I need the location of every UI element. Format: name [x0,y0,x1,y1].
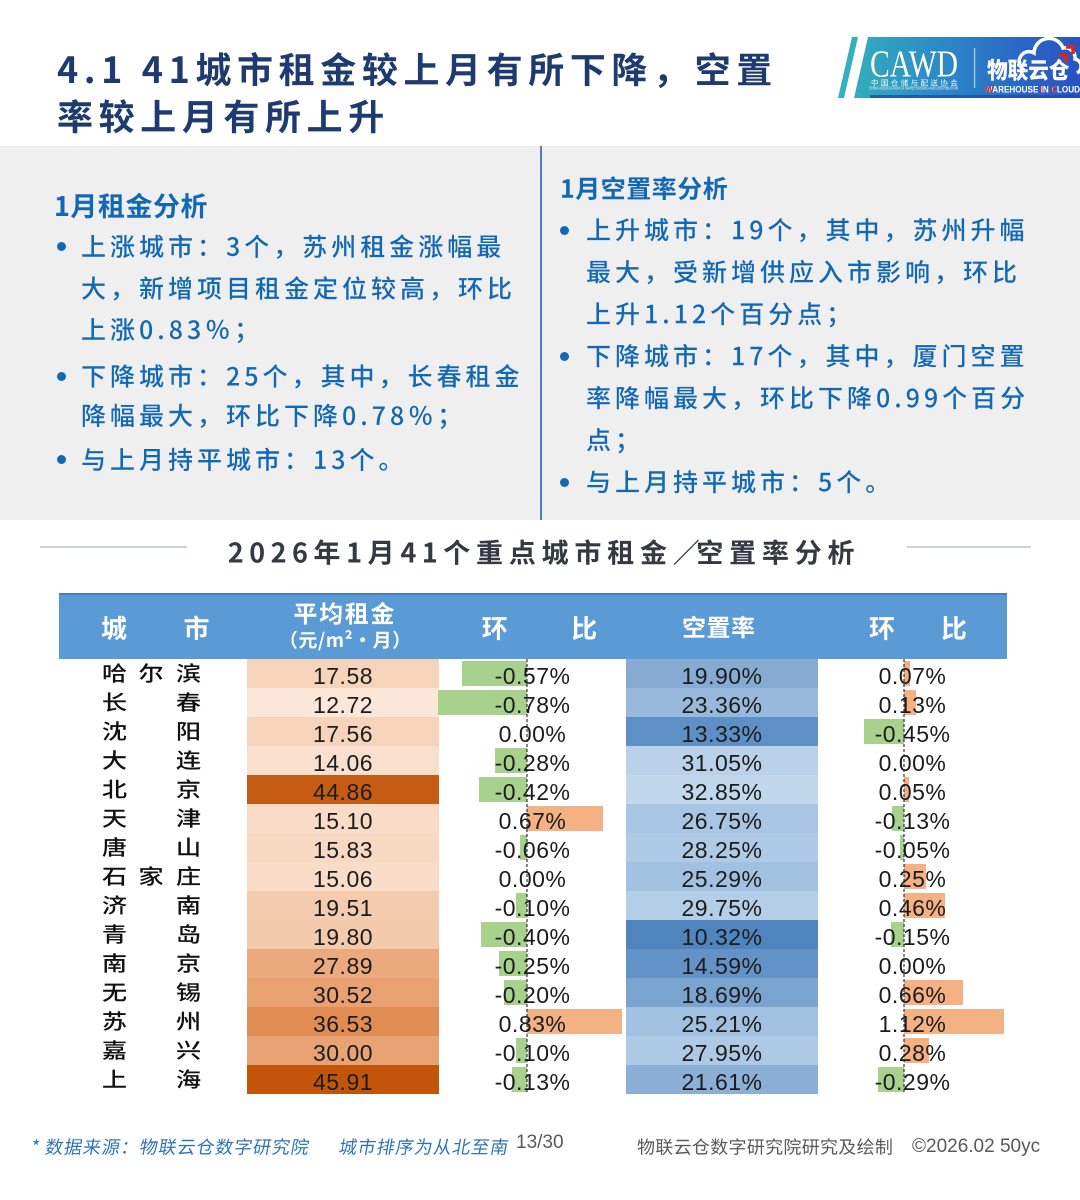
svg-text:CHINA ASSOCIATION OF WAREHOUSI: CHINA ASSOCIATION OF WAREHOUSING AND DIS… [869,85,958,90]
svg-text:I: I [1039,85,1042,95]
svg-text:CAWD: CAWD [870,44,958,86]
svg-text:C: C [1050,85,1057,95]
svg-text:W: W [985,85,994,95]
svg-text:WAREHOUSE IN CLOUD: WAREHOUSE IN CLOUD [985,85,1080,95]
